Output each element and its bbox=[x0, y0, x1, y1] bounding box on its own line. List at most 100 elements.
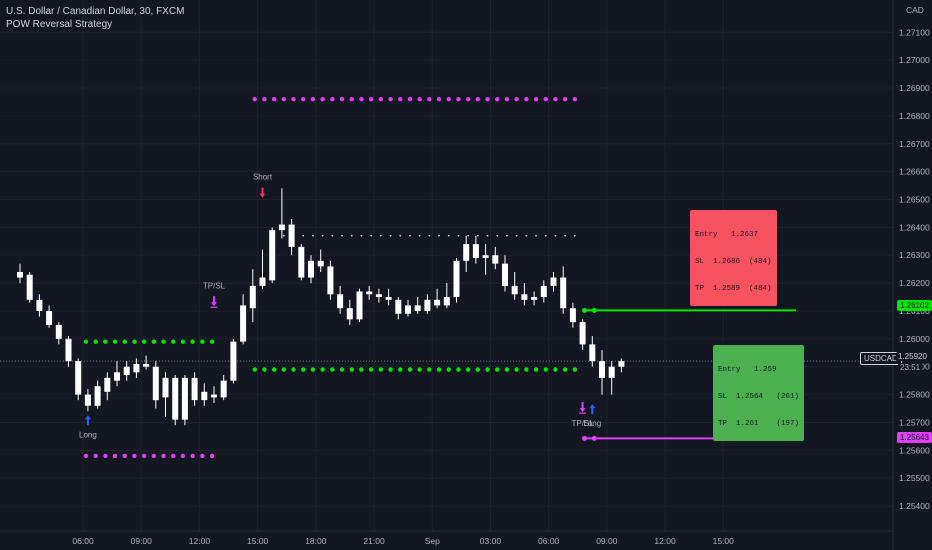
level-dot bbox=[514, 96, 519, 102]
long-trade-box: Entry 1.259 SL 1.2564 (261) TP 1.261 (19… bbox=[713, 345, 805, 441]
candle-body bbox=[531, 297, 538, 300]
level-dot bbox=[190, 453, 195, 459]
level-dot bbox=[553, 367, 558, 372]
level-dot bbox=[485, 367, 490, 372]
level-dot bbox=[321, 234, 324, 237]
candle bbox=[366, 285, 373, 300]
level-dot bbox=[320, 367, 325, 372]
level-dot bbox=[544, 234, 547, 237]
candle-body bbox=[211, 394, 217, 398]
level-dot bbox=[349, 96, 354, 102]
level-dot bbox=[161, 339, 166, 344]
level-dot bbox=[252, 96, 257, 102]
level-dot bbox=[262, 96, 267, 102]
candle-body bbox=[123, 366, 130, 376]
price-tick-label: 1.27000 bbox=[899, 55, 930, 65]
level-dot bbox=[151, 453, 157, 459]
candle bbox=[589, 336, 596, 367]
level-dot bbox=[427, 96, 432, 102]
level-dot bbox=[171, 453, 176, 459]
candle bbox=[385, 288, 392, 306]
level-dot bbox=[533, 367, 539, 372]
level-dot bbox=[200, 453, 205, 459]
time-tick-label: 12:00 bbox=[189, 536, 211, 546]
level-dot bbox=[349, 367, 354, 372]
candle bbox=[569, 302, 576, 328]
level-dot bbox=[475, 96, 481, 102]
candle bbox=[288, 219, 295, 256]
price-tick-label: 1.25700 bbox=[899, 417, 930, 427]
candle-body bbox=[259, 277, 266, 286]
level-dot bbox=[350, 234, 353, 237]
time-axis[interactable]: 06:00 09:00 12:00 15:00 18:00 21:00 Sep 03:00 06… bbox=[72, 536, 734, 546]
level-dot bbox=[465, 367, 471, 372]
level-dot bbox=[330, 367, 335, 372]
candle-body bbox=[55, 324, 62, 339]
level-dot bbox=[485, 96, 490, 102]
level-dot bbox=[291, 367, 296, 372]
candle-body bbox=[463, 244, 470, 261]
candle bbox=[75, 358, 82, 401]
tp-green-line-dot bbox=[582, 307, 588, 313]
candle-body bbox=[618, 361, 625, 367]
level-dot bbox=[368, 367, 374, 372]
candle bbox=[36, 294, 43, 317]
sl-magenta-line-dot bbox=[582, 435, 588, 441]
countdown-tag: 23:51 bbox=[898, 363, 923, 372]
candle-body bbox=[288, 224, 295, 247]
candle-body bbox=[482, 255, 489, 259]
level-dot bbox=[438, 234, 440, 237]
price-tick-label: 1.25600 bbox=[899, 445, 930, 455]
candle-body bbox=[46, 310, 53, 325]
level-dot bbox=[368, 96, 374, 102]
candle-body bbox=[540, 285, 547, 298]
price-tick-label: 1.26000 bbox=[899, 334, 930, 344]
candle bbox=[453, 258, 460, 303]
level-dot bbox=[389, 234, 392, 237]
candle bbox=[492, 246, 499, 270]
level-dot bbox=[447, 234, 450, 237]
tp-green-line-dot bbox=[591, 307, 597, 313]
level-dot bbox=[282, 234, 285, 237]
candle bbox=[327, 260, 334, 300]
upper-magenta-dots bbox=[252, 96, 578, 102]
candle bbox=[482, 244, 489, 275]
level-dot bbox=[200, 339, 205, 344]
level-dot bbox=[180, 453, 186, 459]
short-box-line: SL 1.2686 (484) bbox=[695, 258, 772, 266]
candle-body bbox=[94, 386, 101, 406]
candle bbox=[191, 372, 198, 406]
candle-body bbox=[472, 244, 479, 259]
level-dot bbox=[398, 96, 403, 102]
level-dot bbox=[370, 234, 373, 237]
candle-body bbox=[550, 277, 557, 286]
level-dot bbox=[141, 339, 147, 344]
level-dot bbox=[359, 367, 364, 372]
level-dot bbox=[409, 234, 411, 237]
candle bbox=[162, 372, 169, 417]
candle bbox=[230, 338, 237, 384]
candle bbox=[278, 188, 285, 239]
level-dot bbox=[132, 453, 137, 459]
candle bbox=[143, 355, 150, 370]
level-dot bbox=[399, 234, 402, 237]
candle bbox=[26, 271, 33, 303]
long-box-line: Entry 1.259 bbox=[718, 366, 777, 374]
tp-price-tag: 1.26102 bbox=[897, 300, 932, 311]
candle-body bbox=[511, 285, 518, 295]
candle-body bbox=[162, 377, 169, 398]
price-tick-label: 1.26600 bbox=[899, 167, 930, 177]
candle bbox=[608, 361, 615, 395]
time-tick-label: 06:00 bbox=[538, 536, 560, 546]
candle-body bbox=[608, 366, 615, 378]
symbol-title[interactable]: U.S. Dollar / Canadian Dollar, 30, FXCM bbox=[6, 6, 185, 17]
long-marker: Long bbox=[79, 415, 97, 439]
level-dot bbox=[486, 234, 489, 237]
candle bbox=[424, 294, 431, 314]
level-dot bbox=[436, 96, 442, 102]
level-dot bbox=[543, 367, 548, 372]
indicator-title[interactable]: POW Reversal Strategy bbox=[6, 19, 113, 30]
level-dot bbox=[418, 234, 421, 237]
